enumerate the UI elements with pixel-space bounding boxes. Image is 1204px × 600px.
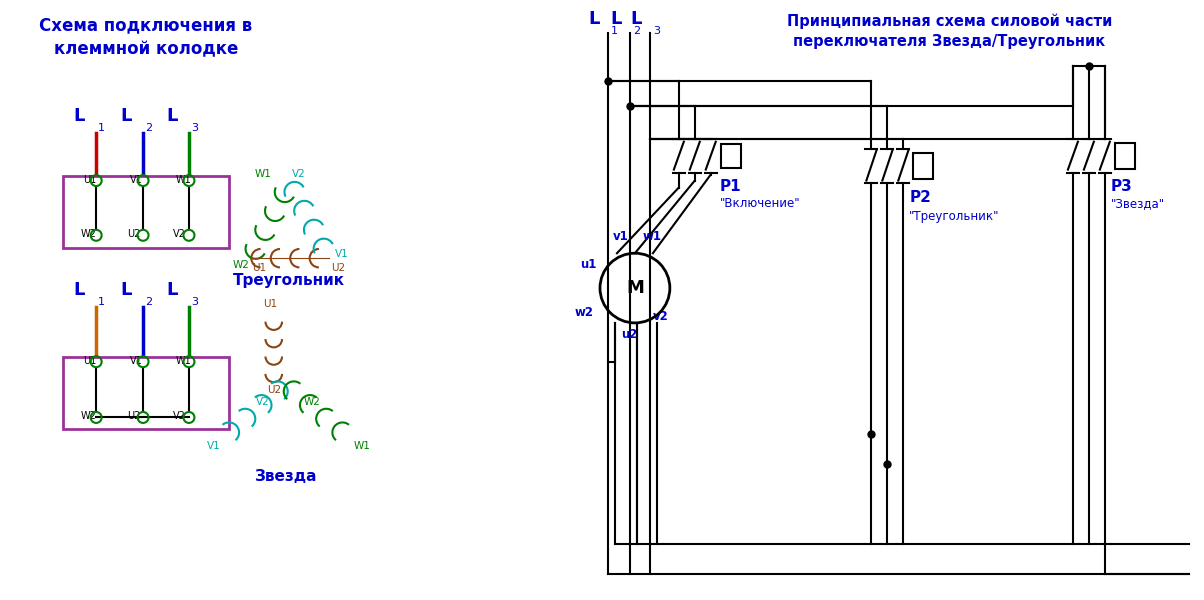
Text: Треугольник: Треугольник xyxy=(232,273,344,288)
Text: v2: v2 xyxy=(653,310,668,323)
Text: P1: P1 xyxy=(720,179,742,194)
Text: V2: V2 xyxy=(173,412,185,421)
Text: 1: 1 xyxy=(99,123,105,133)
Text: $\mathbf{L}$: $\mathbf{L}$ xyxy=(120,281,134,299)
Text: P3: P3 xyxy=(1111,179,1133,194)
Text: $\mathbf{L}$: $\mathbf{L}$ xyxy=(630,10,643,28)
Text: Схема подключения в
клеммной колодке: Схема подключения в клеммной колодке xyxy=(40,16,253,58)
Text: W1: W1 xyxy=(176,356,191,366)
Text: P2: P2 xyxy=(909,190,931,205)
Text: w2: w2 xyxy=(576,306,594,319)
Text: u2: u2 xyxy=(621,328,637,341)
Text: w1: w1 xyxy=(643,230,662,243)
Text: $\mathbf{L}$: $\mathbf{L}$ xyxy=(73,107,87,125)
Bar xyxy=(64,176,229,248)
Text: W1: W1 xyxy=(354,442,371,451)
Text: 2: 2 xyxy=(633,26,641,36)
Text: "Включение": "Включение" xyxy=(720,197,801,211)
Text: $\mathbf{L}$: $\mathbf{L}$ xyxy=(588,10,601,28)
Text: 3: 3 xyxy=(653,26,660,36)
Text: $\mathbf{L}$: $\mathbf{L}$ xyxy=(120,107,134,125)
Text: W2: W2 xyxy=(81,412,96,421)
Bar xyxy=(64,357,229,430)
Text: 2: 2 xyxy=(144,297,152,307)
Text: U2: U2 xyxy=(128,412,141,421)
Text: U2: U2 xyxy=(331,263,344,273)
Text: 2: 2 xyxy=(144,123,152,133)
Text: W1: W1 xyxy=(255,169,272,179)
Text: u1: u1 xyxy=(580,258,596,271)
Text: 3: 3 xyxy=(191,123,197,133)
Text: "Звезда": "Звезда" xyxy=(1111,197,1165,211)
Text: V2: V2 xyxy=(255,397,270,407)
Text: "Треугольник": "Треугольник" xyxy=(909,211,999,223)
Text: W2: W2 xyxy=(232,260,249,270)
Text: V2: V2 xyxy=(173,229,185,239)
Text: W2: W2 xyxy=(81,229,96,239)
Text: U1: U1 xyxy=(252,263,266,273)
Text: $\mathbf{L}$: $\mathbf{L}$ xyxy=(73,281,87,299)
Text: V1: V1 xyxy=(130,356,143,366)
Text: U2: U2 xyxy=(267,385,281,395)
Text: $\mathbf{L}$: $\mathbf{L}$ xyxy=(610,10,622,28)
Text: 1: 1 xyxy=(610,26,618,36)
Text: 1: 1 xyxy=(99,297,105,307)
Text: Звезда: Звезда xyxy=(254,469,317,484)
Text: Принципиальная схема силовой части
переключателя Звезда/Треугольник: Принципиальная схема силовой части перек… xyxy=(786,13,1111,49)
Text: 3: 3 xyxy=(191,297,197,307)
Bar xyxy=(1115,143,1134,169)
Text: W2: W2 xyxy=(303,397,320,407)
Text: $\mathbf{L}$: $\mathbf{L}$ xyxy=(166,107,179,125)
Bar xyxy=(721,144,740,167)
Text: v1: v1 xyxy=(613,230,628,243)
Text: V1: V1 xyxy=(207,442,220,451)
Bar xyxy=(914,152,933,179)
Text: U1: U1 xyxy=(83,356,96,366)
Text: U2: U2 xyxy=(128,229,141,239)
Text: U1: U1 xyxy=(262,299,277,309)
Text: U1: U1 xyxy=(83,175,96,185)
Text: V1: V1 xyxy=(130,175,143,185)
Text: M: M xyxy=(626,279,644,297)
Text: W1: W1 xyxy=(176,175,191,185)
Text: $\mathbf{L}$: $\mathbf{L}$ xyxy=(166,281,179,299)
Text: V1: V1 xyxy=(335,249,348,259)
Text: V2: V2 xyxy=(291,169,306,179)
